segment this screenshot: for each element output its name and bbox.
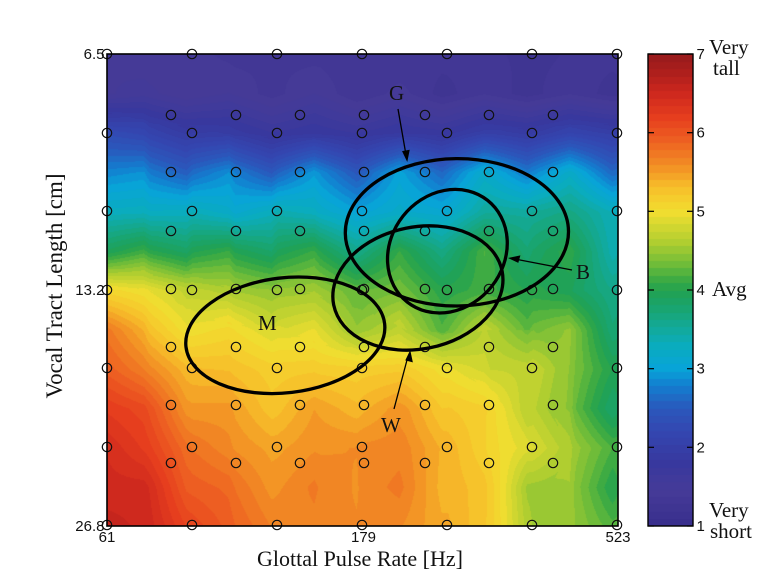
svg-text:2: 2	[697, 439, 705, 456]
svg-text:B: B	[576, 260, 590, 284]
svg-text:179: 179	[351, 529, 376, 546]
svg-text:523: 523	[605, 529, 630, 546]
svg-text:G: G	[389, 81, 404, 105]
svg-text:6: 6	[697, 125, 705, 142]
svg-text:W: W	[381, 413, 401, 437]
svg-text:1: 1	[697, 518, 705, 535]
svg-text:Very: Very	[709, 35, 749, 59]
svg-text:Very: Very	[709, 498, 749, 522]
svg-text:Glottal Pulse Rate [Hz]: Glottal Pulse Rate [Hz]	[257, 546, 463, 571]
svg-text:13.2: 13.2	[75, 282, 104, 299]
svg-text:4: 4	[697, 282, 705, 299]
svg-text:Avg: Avg	[712, 277, 747, 301]
svg-text:3: 3	[697, 361, 705, 378]
svg-text:5: 5	[697, 203, 705, 220]
svg-text:M: M	[258, 311, 277, 335]
svg-text:26.8: 26.8	[75, 518, 104, 535]
svg-text:61: 61	[99, 529, 116, 546]
svg-text:6.5: 6.5	[84, 46, 105, 63]
svg-text:short: short	[710, 519, 752, 543]
svg-text:tall: tall	[713, 56, 740, 80]
svg-text:Vocal Tract Length [cm]: Vocal Tract Length [cm]	[42, 173, 67, 398]
svg-text:7: 7	[697, 46, 705, 63]
